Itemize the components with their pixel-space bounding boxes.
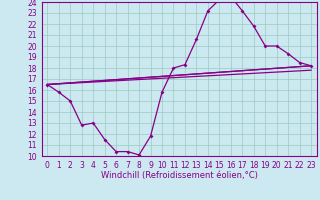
- X-axis label: Windchill (Refroidissement éolien,°C): Windchill (Refroidissement éolien,°C): [101, 171, 258, 180]
